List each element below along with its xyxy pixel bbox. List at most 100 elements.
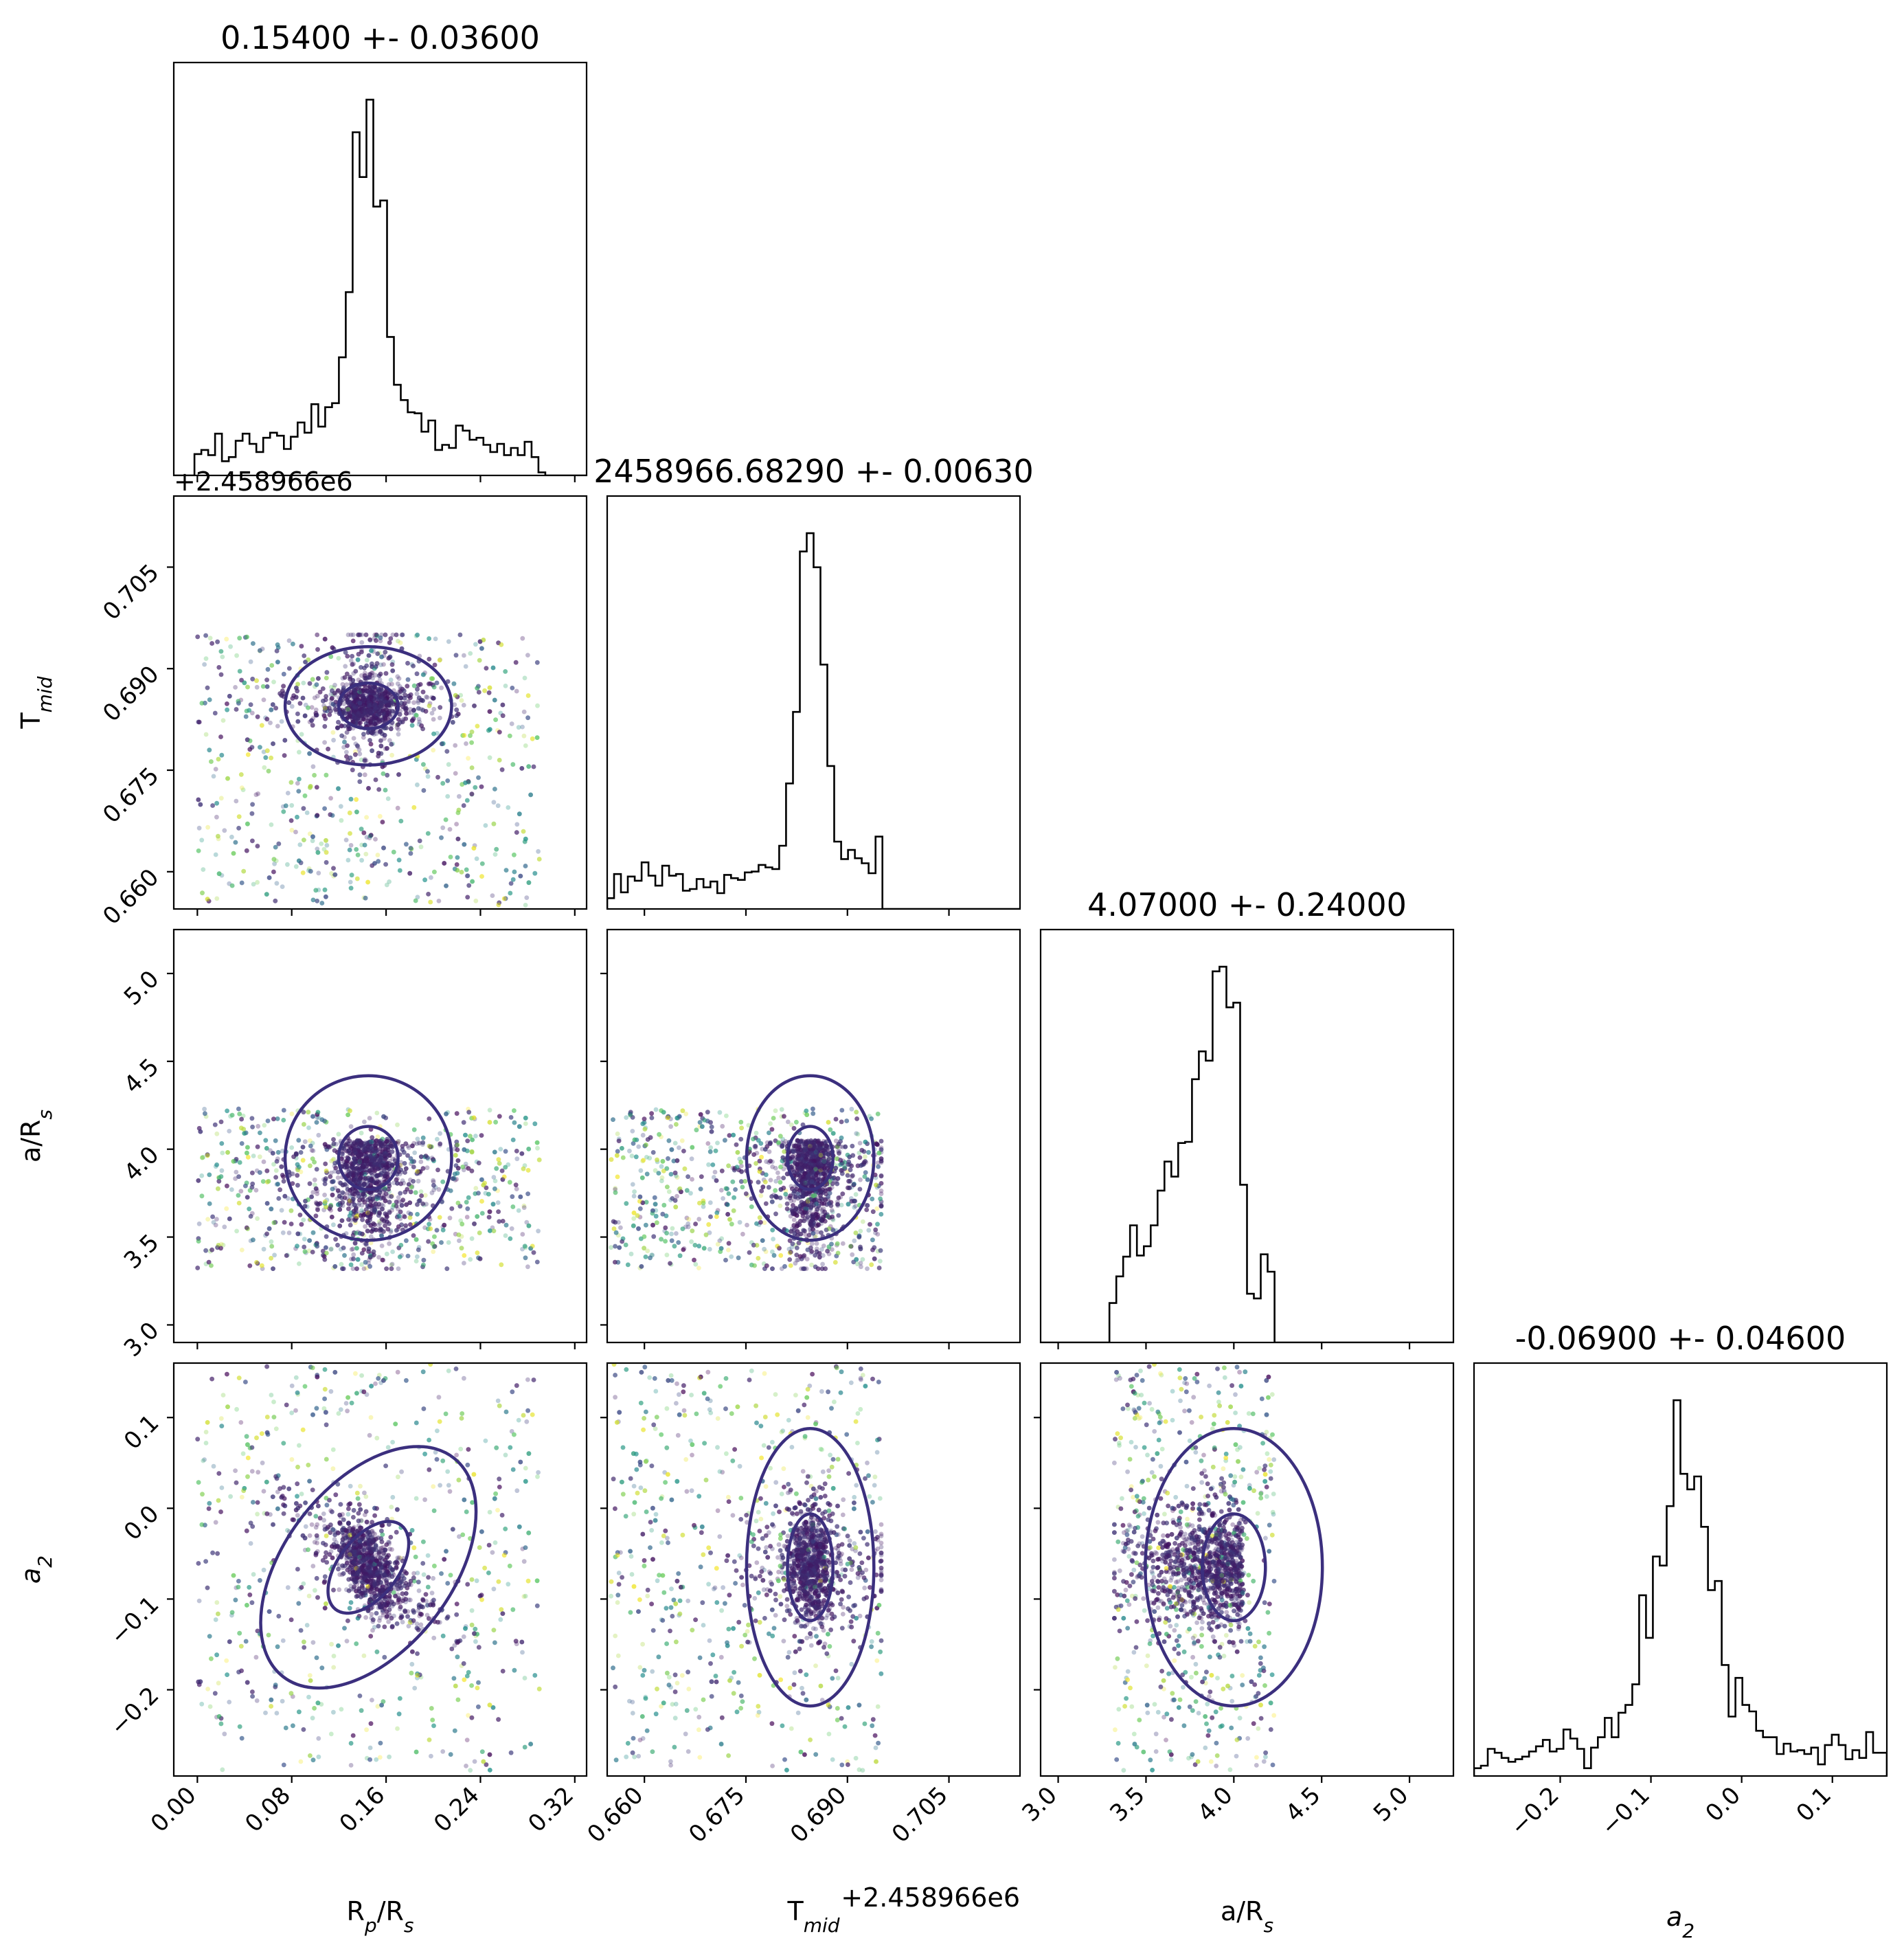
sample-point: [380, 820, 385, 824]
sample-point: [440, 741, 446, 746]
sample-point: [355, 686, 361, 691]
sample-point: [473, 785, 478, 790]
sample-point: [353, 696, 359, 701]
sample-point: [402, 695, 407, 701]
sample-point: [373, 664, 378, 669]
sample-point: [361, 695, 366, 701]
sample-point: [322, 1192, 327, 1198]
sample-point: [196, 797, 201, 802]
sample-point: [388, 726, 394, 732]
sample-point: [416, 706, 421, 711]
sample-point: [365, 688, 370, 694]
sample-point: [295, 682, 300, 687]
sample-point: [369, 716, 374, 721]
sample-point: [282, 738, 288, 743]
sample-point: [351, 712, 356, 717]
sample-point: [459, 698, 464, 703]
sample-point: [352, 688, 357, 694]
sample-point: [398, 695, 403, 701]
sample-point: [409, 723, 415, 728]
sample-point: [378, 751, 384, 756]
sample-point: [376, 689, 382, 694]
sample-point: [373, 688, 378, 693]
sample-point: [378, 701, 384, 707]
sample-point: [390, 1249, 395, 1255]
sample-point: [361, 708, 365, 712]
sample-point: [273, 898, 278, 903]
sample-point: [366, 707, 372, 712]
sample-point: [492, 697, 497, 703]
sample-point: [310, 897, 316, 903]
sample-point: [365, 718, 370, 723]
y-tick-label: 0.660: [98, 864, 164, 930]
sample-point: [373, 704, 378, 709]
sample-point: [526, 880, 532, 886]
sample-point: [346, 701, 351, 706]
sample-point: [472, 704, 477, 708]
sample-point: [387, 710, 392, 715]
sample-point: [255, 844, 260, 848]
sample-point: [385, 701, 391, 706]
sample-point: [339, 733, 344, 739]
sample-point: [487, 709, 492, 714]
sample-point: [526, 764, 532, 769]
sample-point: [308, 868, 313, 874]
sample-point: [376, 750, 381, 756]
sample-point: [461, 803, 466, 808]
sample-point: [367, 687, 373, 693]
sample-point: [328, 697, 334, 702]
sample-point: [362, 665, 367, 671]
sample-point: [350, 704, 356, 710]
sample-point: [269, 707, 274, 712]
sample-point: [295, 719, 301, 724]
sample-point: [316, 676, 321, 681]
sample-point: [469, 740, 474, 745]
sample-point: [418, 697, 424, 703]
sample-point: [462, 842, 467, 847]
sample-point: [275, 723, 280, 729]
sample-point: [274, 881, 280, 886]
sample-point: [196, 797, 201, 802]
sample-point: [339, 723, 344, 729]
sample-point: [281, 809, 286, 814]
sample-point: [522, 839, 528, 844]
sample-point: [375, 651, 381, 656]
sample-point: [387, 1241, 392, 1246]
sample-point: [219, 752, 225, 758]
sample-point: [383, 711, 388, 716]
sample-point: [213, 852, 218, 857]
sample-point: [403, 693, 408, 698]
sample-point: [236, 826, 241, 831]
sample-point: [514, 688, 519, 694]
sample-point: [199, 701, 205, 706]
sample-point: [448, 855, 453, 859]
sample-point: [383, 694, 388, 699]
sample-point: [258, 648, 262, 653]
sample-point: [331, 866, 336, 871]
sample-point: [475, 723, 480, 729]
sample-point: [350, 704, 356, 710]
sample-point: [370, 706, 374, 712]
sample-point: [356, 699, 362, 704]
sample-point: [328, 701, 334, 706]
sample-point: [271, 741, 275, 746]
sample-point: [359, 698, 365, 704]
sample-point: [366, 702, 372, 708]
sample-point: [350, 703, 356, 708]
sample-point: [380, 717, 385, 723]
sample-point: [373, 777, 378, 783]
sample-point: [368, 833, 374, 838]
sample-point: [352, 688, 357, 694]
sample-point: [354, 708, 360, 713]
sample-point: [390, 668, 396, 673]
sample-point: [350, 662, 355, 667]
sample-point: [360, 701, 365, 706]
sample-point: [367, 693, 372, 698]
sample-point: [361, 704, 367, 710]
sample-point: [322, 806, 327, 811]
sample-point: [526, 880, 532, 886]
sample-point: [361, 702, 367, 708]
sample-point: [352, 710, 357, 715]
sample-point: [357, 689, 362, 695]
sample-point: [402, 701, 407, 706]
